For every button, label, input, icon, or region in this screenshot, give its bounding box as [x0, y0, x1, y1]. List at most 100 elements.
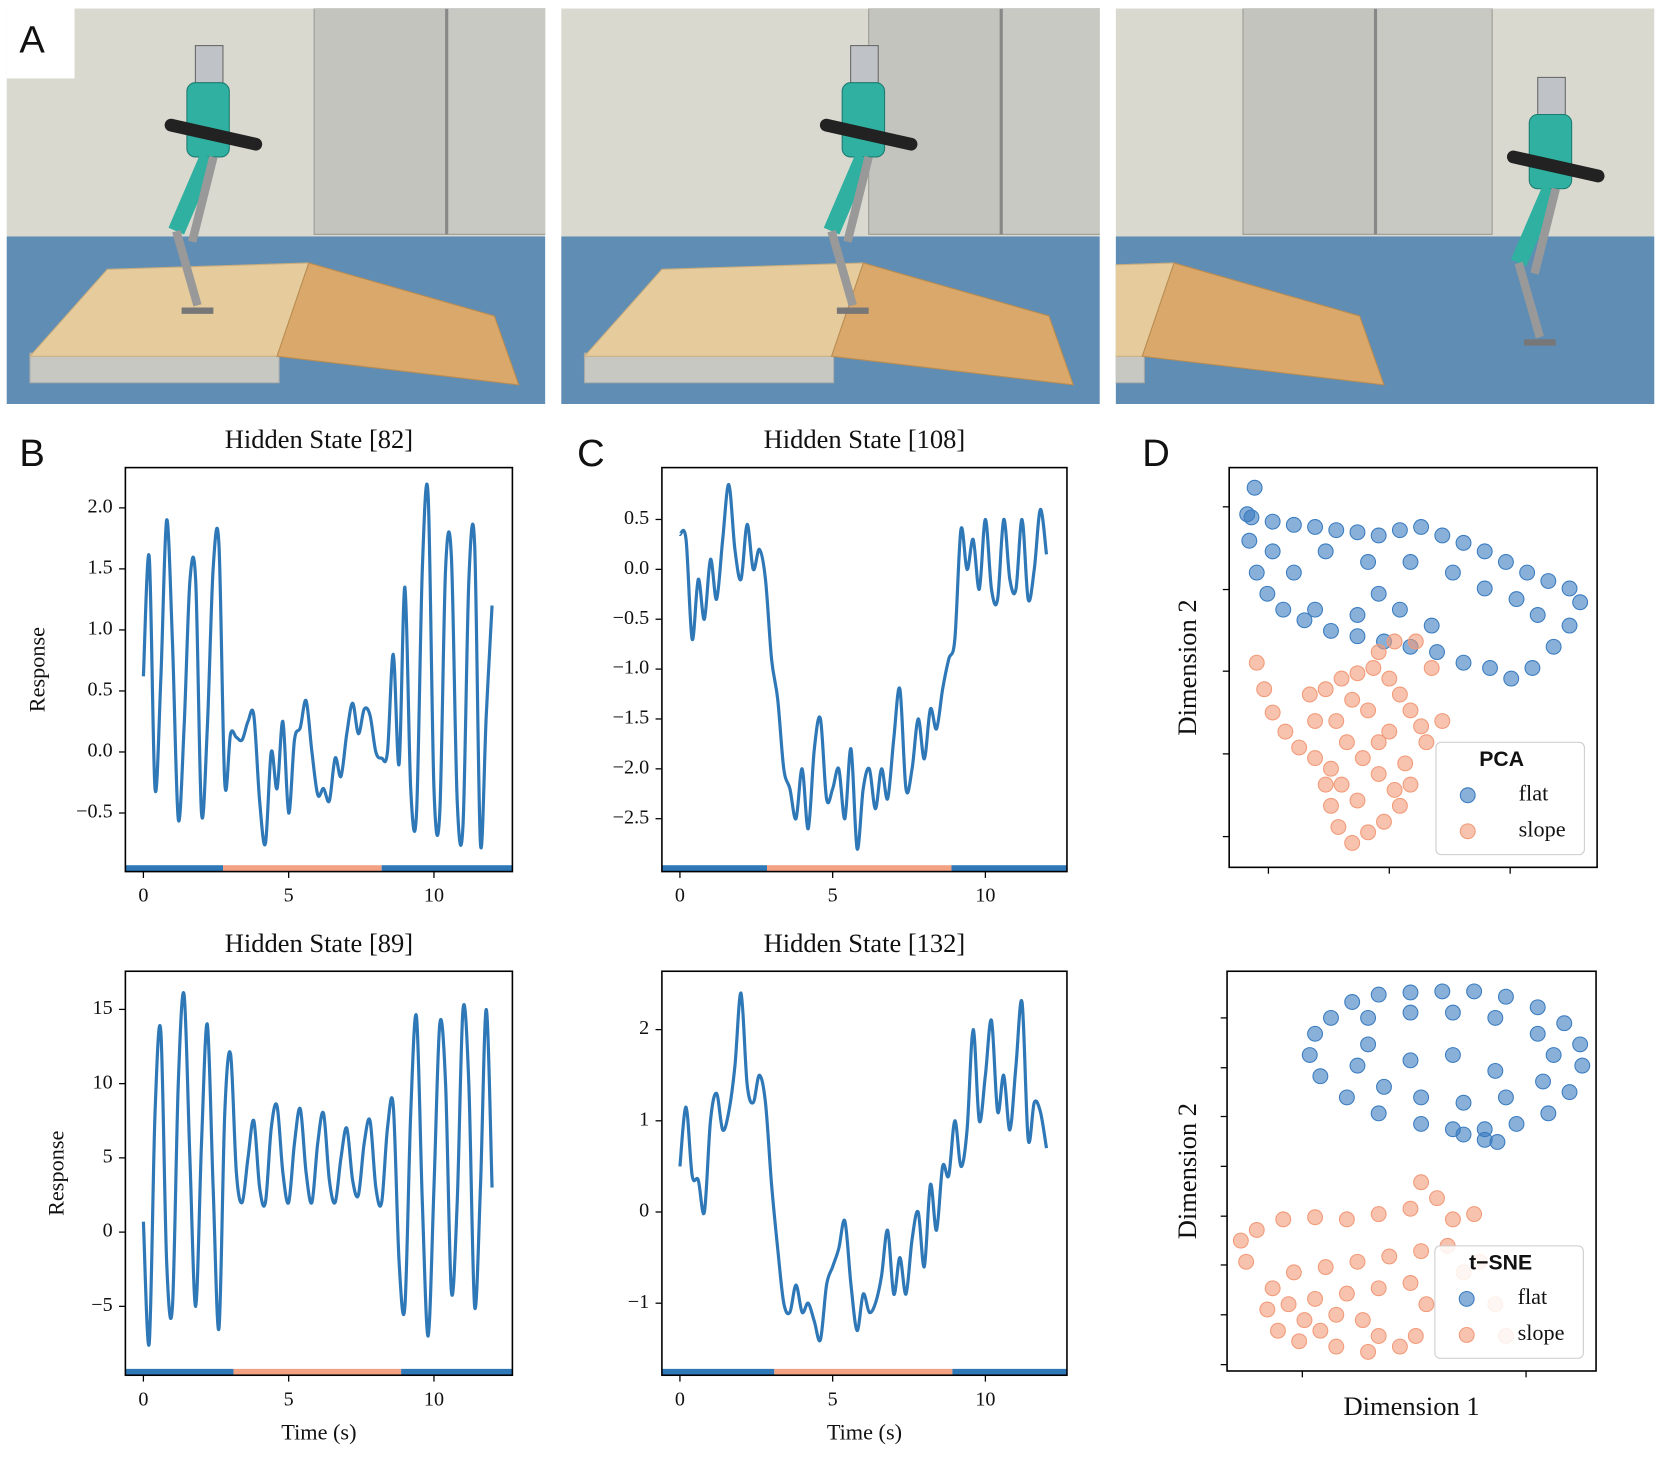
- scatter-point: [1296, 1312, 1313, 1329]
- door: [868, 8, 1002, 235]
- phase-band: [952, 1368, 1067, 1376]
- scatter-point: [1455, 1126, 1472, 1143]
- door: [446, 8, 546, 235]
- scatter-point: [1360, 824, 1377, 841]
- scatter-point: [1423, 660, 1440, 676]
- scatter-point: [1312, 1068, 1329, 1085]
- scatter-point: [1391, 1338, 1408, 1355]
- scatter-point: [1540, 573, 1557, 590]
- ramp-slope: [1141, 262, 1385, 386]
- scatter-point: [1497, 988, 1514, 1005]
- scatter-point: [1524, 660, 1541, 676]
- scatter-point: [1370, 527, 1387, 544]
- scatter-point: [1402, 1275, 1419, 1291]
- phase-band: [766, 865, 952, 872]
- phase-band: [401, 1368, 513, 1376]
- scatter-point: [1264, 704, 1281, 721]
- door: [1374, 8, 1493, 235]
- x-tick-label: 5: [828, 1388, 838, 1410]
- robot-leg: [843, 155, 873, 243]
- chart-title: Hidden State [89]: [225, 928, 413, 958]
- scatter-point: [1434, 527, 1451, 544]
- scatter-point: [1429, 644, 1445, 661]
- robot-arm: [164, 118, 263, 151]
- scatter-point: [1402, 1052, 1419, 1069]
- scatter-point: [1413, 718, 1430, 735]
- robot-leg: [172, 229, 202, 307]
- scatter-point: [1317, 681, 1334, 698]
- blocks: [29, 352, 280, 384]
- scatter-point: [1561, 580, 1578, 597]
- scatter-point: [1370, 1328, 1387, 1344]
- y-tick-label: 0.0: [88, 740, 113, 762]
- scatter-point: [1365, 660, 1382, 676]
- robot-leg: [168, 153, 216, 235]
- scatter-point: [1349, 524, 1366, 541]
- y-tick-label: −1.0: [613, 657, 650, 679]
- scatter-point: [1312, 1322, 1329, 1339]
- scatter-point: [1407, 633, 1424, 650]
- x-tick-label: 0: [138, 1388, 148, 1410]
- scatter-point: [1338, 1211, 1355, 1228]
- y-tick-label: −2.5: [613, 806, 650, 828]
- scatter-point: [1307, 1290, 1324, 1307]
- scatter-point: [1285, 1264, 1302, 1281]
- scatter-point: [1328, 1306, 1345, 1323]
- y-tick-label: 1.5: [88, 557, 113, 579]
- legend-label: slope: [1519, 816, 1566, 841]
- scatter-point: [1444, 1211, 1461, 1228]
- y-tick-label: 1.0: [88, 618, 113, 640]
- scatter-point: [1370, 734, 1387, 751]
- phase-band: [381, 865, 513, 872]
- scatter-point: [1338, 1285, 1355, 1302]
- axes-frame: [1226, 970, 1597, 1372]
- scatter-point: [1376, 813, 1392, 830]
- scatter-point: [1535, 1073, 1551, 1090]
- scatter-point: [1413, 1115, 1430, 1132]
- scatter-point: [1402, 984, 1419, 1001]
- scatter-point: [1370, 585, 1387, 602]
- legend-title: t−SNE: [1469, 1251, 1532, 1274]
- y-tick-label: 0.0: [624, 557, 649, 579]
- x-tick-label: 0: [675, 1388, 685, 1410]
- scatter-point: [1259, 585, 1276, 602]
- robot-arm: [819, 118, 918, 151]
- scatter-point: [1317, 543, 1334, 560]
- scatter-point: [1482, 660, 1498, 676]
- phase-band: [661, 865, 767, 872]
- scatter-point: [1307, 1209, 1324, 1226]
- photo: [6, 8, 546, 404]
- phase-band: [223, 865, 382, 872]
- scatter-point: [1301, 1047, 1318, 1063]
- scatter-point: [1497, 1089, 1514, 1106]
- axes-frame: [124, 466, 514, 873]
- legend-label: flat: [1518, 1284, 1548, 1309]
- scatter-point: [1503, 670, 1520, 687]
- scatter-point: [1241, 532, 1258, 549]
- label-box: [6, 8, 75, 79]
- scatter-point: [1301, 686, 1318, 703]
- panel-label: C: [577, 432, 605, 475]
- scatter-point: [1487, 1009, 1504, 1026]
- robot-torso: [841, 82, 886, 158]
- blocks: [583, 352, 835, 384]
- scatter-point: [1402, 702, 1419, 719]
- scatter-point: [1270, 1322, 1286, 1339]
- scatter-point: [1330, 819, 1347, 836]
- scatter-point: [1264, 513, 1281, 530]
- scatter-point: [1391, 601, 1408, 618]
- scatter-point: [1476, 580, 1493, 597]
- scatter-point: [1508, 591, 1525, 608]
- scatter-point: [1381, 723, 1398, 740]
- scatter-point: [1246, 479, 1263, 496]
- robot-leg: [827, 229, 857, 307]
- scatter-point: [1349, 628, 1366, 645]
- phase-band: [125, 1368, 234, 1376]
- robot-leg: [1514, 261, 1544, 339]
- panel-label: D: [1142, 432, 1170, 475]
- line: [141, 482, 494, 850]
- y-tick-label: 15: [93, 997, 113, 1019]
- line: [678, 482, 1049, 851]
- y-axis-label: Dimension 2: [1172, 1103, 1202, 1239]
- y-axis-label: Response: [25, 627, 50, 712]
